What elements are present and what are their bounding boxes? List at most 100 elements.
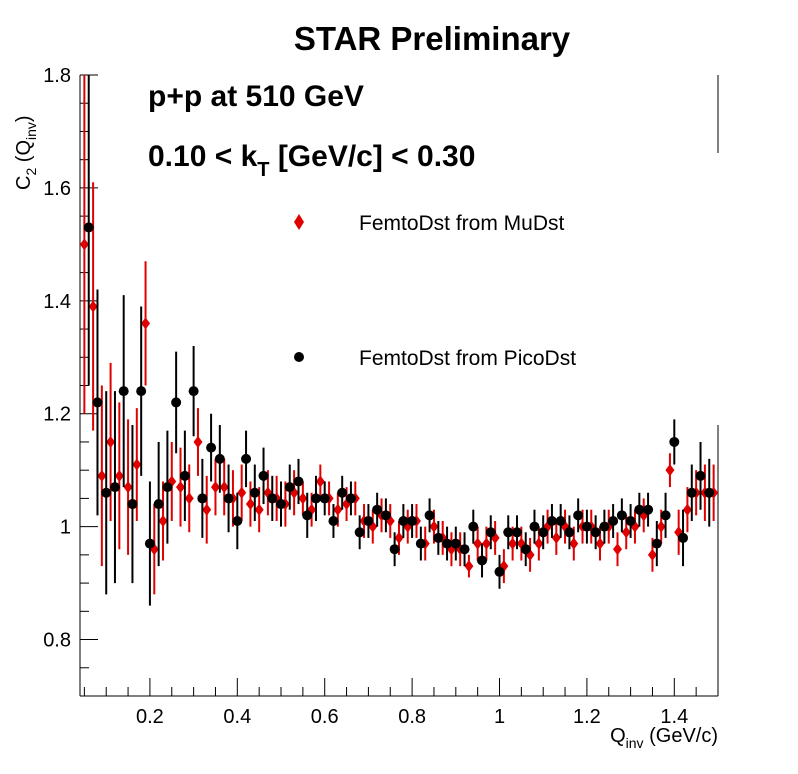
data-point	[276, 499, 287, 510]
data-point	[485, 527, 496, 538]
data-point	[319, 493, 330, 504]
data-point	[678, 532, 689, 543]
data-point	[258, 470, 269, 481]
data-point	[394, 531, 404, 544]
annotation-kt-pre: 0.10 < k	[148, 140, 258, 173]
data-point	[176, 481, 186, 494]
data-point	[179, 470, 190, 481]
annotation-energy: p+p at 510 GeV	[148, 80, 364, 113]
data-point	[363, 515, 374, 526]
data-point	[569, 537, 579, 550]
data-point	[354, 527, 365, 538]
data-point	[520, 544, 531, 555]
data-point	[686, 487, 697, 498]
data-point	[647, 548, 657, 561]
data-point	[193, 435, 203, 448]
data-point	[241, 453, 252, 464]
data-point	[464, 560, 474, 573]
data-point	[503, 527, 514, 538]
y-axis: 0.8 1 1.2 1.4 1.6 1.8	[43, 65, 98, 697]
data-point	[573, 510, 584, 521]
data-point	[127, 499, 138, 510]
x-tick-label: 0.4	[223, 706, 251, 728]
data-point	[136, 386, 147, 397]
data-point	[298, 492, 308, 505]
y-axis-label-sub2: 2	[23, 168, 39, 176]
y-tick-label: 1.6	[43, 178, 71, 200]
x-tick-label: 1	[494, 706, 505, 728]
data-point	[669, 436, 680, 447]
data-point	[415, 538, 426, 549]
data-point	[433, 532, 444, 543]
x-tick-label: 1.4	[660, 706, 688, 728]
data-point	[595, 537, 605, 550]
data-point	[555, 515, 566, 526]
data-point	[245, 498, 255, 511]
data-point	[237, 486, 247, 499]
data-point	[608, 515, 619, 526]
data-point	[92, 397, 103, 408]
data-point	[153, 499, 164, 510]
data-point	[551, 531, 561, 544]
data-point	[101, 487, 112, 498]
legend-label-mudst: FemtoDst from MuDst	[359, 212, 565, 235]
data-point	[612, 543, 622, 556]
legend-marker-mudst	[294, 214, 304, 230]
annotation-kt-sub: T	[257, 159, 269, 181]
x-tick-label: 1.2	[573, 706, 601, 728]
data-point	[249, 487, 260, 498]
data-point	[106, 435, 116, 448]
data-point	[529, 521, 540, 532]
data-point	[315, 475, 325, 488]
data-point	[534, 537, 544, 550]
data-point	[123, 481, 133, 494]
data-point	[267, 493, 278, 504]
data-point	[372, 504, 383, 515]
data-point	[202, 503, 212, 516]
y-axis-label-sub: inv	[23, 122, 39, 140]
data-point	[473, 537, 483, 550]
data-point	[625, 515, 636, 526]
data-point	[210, 481, 220, 494]
data-point	[345, 493, 356, 504]
y-tick-label: 1.4	[43, 291, 71, 313]
chart-title: STAR Preliminary	[294, 20, 571, 57]
data-point	[695, 470, 706, 481]
data-point	[83, 222, 94, 233]
data-point	[459, 544, 470, 555]
series-picodst	[83, 75, 715, 606]
data-point	[634, 504, 645, 515]
x-axis-label-main: Q	[610, 725, 626, 747]
data-point	[293, 476, 304, 487]
data-point	[328, 515, 339, 526]
data-point	[389, 544, 400, 555]
legend-marker-picodst	[294, 352, 304, 362]
data-point	[158, 514, 168, 527]
data-point	[665, 464, 675, 477]
data-point	[88, 300, 98, 313]
data-point	[450, 538, 461, 549]
data-point	[333, 503, 343, 516]
data-point	[206, 442, 217, 453]
legend-label-picodst: FemtoDst from PicoDst	[359, 347, 576, 370]
data-point	[429, 520, 439, 533]
data-point	[564, 527, 575, 538]
data-point	[162, 482, 173, 493]
data-point	[651, 538, 662, 549]
data-point	[310, 493, 321, 504]
data-point	[468, 521, 479, 532]
data-point	[118, 386, 129, 397]
annotation-kt-post: [GeV/c] < 0.30	[269, 140, 475, 173]
x-axis: 0.2 0.4 0.6 0.8 1 1.2 1.4	[83, 678, 719, 728]
data-point	[79, 238, 89, 251]
x-axis-label: Qinv (GeV/c)	[610, 725, 718, 751]
data-point	[581, 521, 592, 532]
data-point	[477, 555, 488, 566]
data-point	[188, 386, 199, 397]
y-tick-label: 1.8	[43, 65, 71, 87]
x-axis-label-sub: inv	[626, 735, 644, 751]
data-point	[481, 537, 491, 550]
y-axis-label-mid: (Q	[13, 140, 35, 168]
data-point	[219, 481, 229, 494]
data-point	[97, 469, 107, 482]
